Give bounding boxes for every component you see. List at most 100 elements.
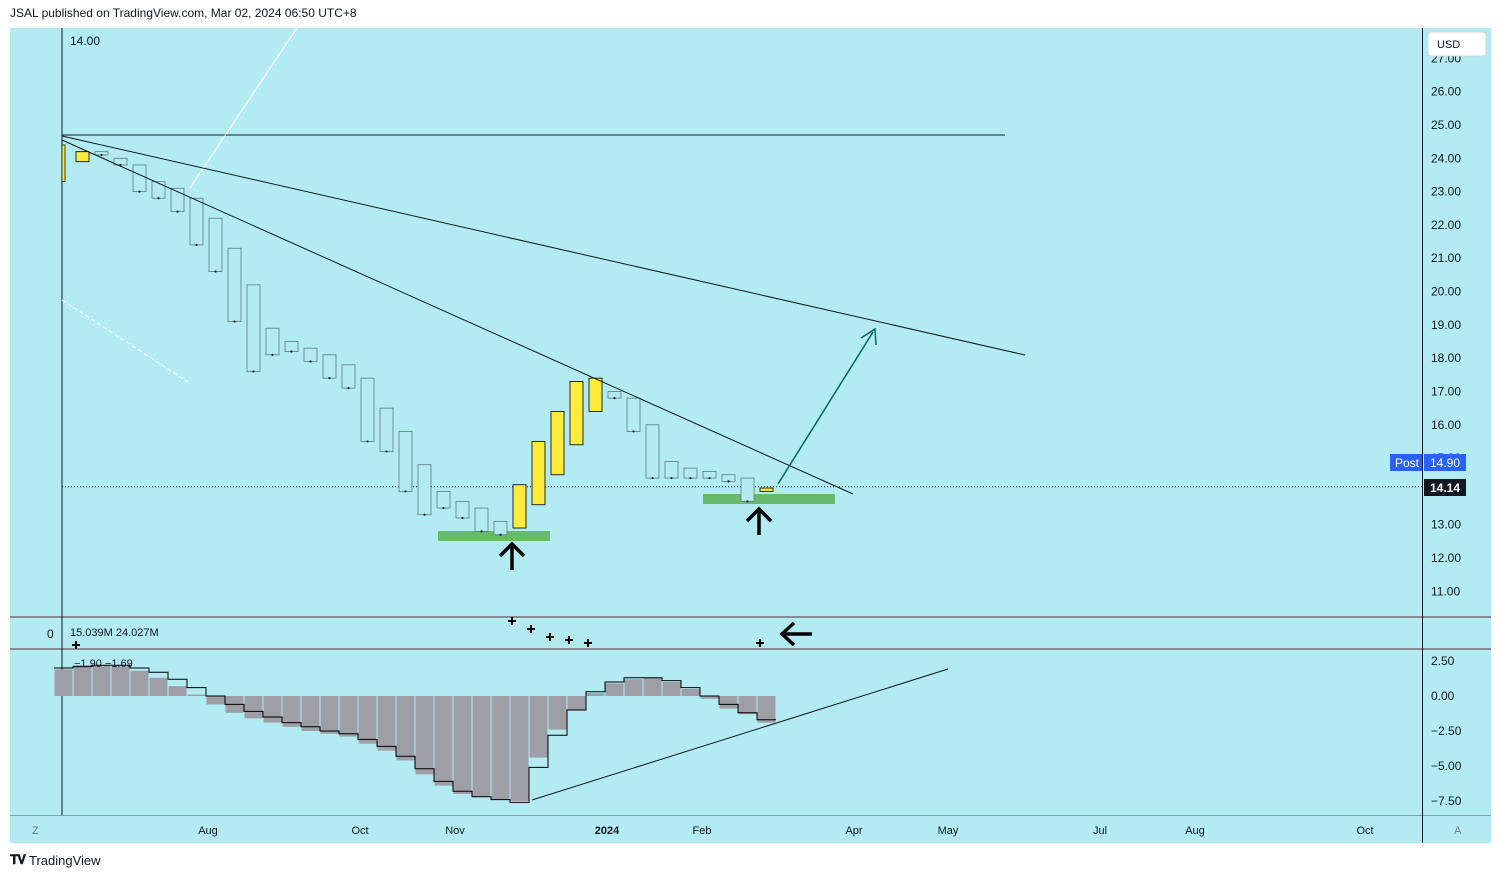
candle-close-dot [632, 430, 635, 433]
macd-hist-bar [643, 677, 662, 696]
macd-tick-label: −7.50 [1431, 794, 1462, 808]
macd-tick-label: 2.50 [1431, 654, 1455, 668]
price-top-label: 14.00 [70, 34, 100, 48]
candle-body [360, 377, 375, 442]
macd-hist-bar [757, 696, 776, 723]
candles [61, 144, 774, 536]
currency-label: USD [1437, 39, 1460, 51]
post-value: 14.90 [1430, 456, 1460, 470]
price-tick-label: 13.00 [1431, 518, 1461, 532]
macd-axis: 2.50 0.00 −2.50 −5.00 −7.50 [1431, 654, 1462, 808]
steep-trendline [61, 139, 854, 495]
macd-hist-bar [491, 696, 510, 800]
auto-scale-left-button[interactable] [28, 822, 44, 838]
price-tick-label: 17.00 [1431, 384, 1461, 398]
auto-scale-right-button[interactable] [1450, 822, 1466, 838]
tradingview-logo-icon: 𝐓𝐕 [10, 852, 26, 867]
candle-body [322, 354, 337, 379]
candle-body [246, 284, 261, 372]
long-trendline [61, 135, 1026, 356]
volume-cross-marker [546, 633, 554, 641]
macd-hist-bar [320, 696, 339, 734]
candle-body [493, 520, 508, 536]
macd-hist-bar [187, 694, 206, 696]
price-axis-bg[interactable] [1423, 28, 1491, 616]
candle-close-dot [423, 513, 426, 516]
macd-hist-bar [73, 665, 92, 696]
volume-axis-bg [1423, 618, 1491, 648]
candle-close-dot [138, 190, 141, 193]
candle-body [740, 477, 755, 502]
macd-hist-bar [510, 696, 529, 801]
macd-hist-bar [529, 696, 548, 758]
macd-hist-bar [453, 696, 472, 794]
macd-hist-bar [662, 682, 681, 696]
post-label: Post [1395, 456, 1420, 470]
candle-close-dot [214, 270, 217, 273]
volume-cross-marker [508, 617, 516, 625]
candle-body [61, 144, 66, 183]
time-tick-label: Apr [845, 825, 862, 837]
currency-button[interactable] [1427, 31, 1487, 57]
candle-close-dot [480, 530, 483, 533]
up-arrow-head [745, 506, 773, 523]
candle-close-dot [708, 476, 711, 480]
price-pane-bg [10, 28, 1422, 616]
volume-cross-marker [72, 641, 80, 649]
candle-close-dot [233, 320, 236, 323]
volume-cross-marker [584, 639, 592, 647]
macd-hist-bar [149, 677, 168, 696]
candle-body [645, 424, 660, 479]
candle-body [588, 377, 603, 412]
candle-body [569, 381, 584, 446]
time-axis-bg[interactable] [10, 816, 1491, 843]
macd-hist-bar [244, 696, 263, 719]
candle-body [512, 484, 527, 529]
candle-close-dot [689, 476, 692, 480]
macd-hist-bar [206, 696, 225, 705]
left-arrow-head [779, 621, 796, 647]
time-tick-label: Aug [198, 825, 218, 837]
volume-zero-label: 0 [47, 627, 54, 641]
candle-close-dot [347, 387, 350, 390]
macd-hist-bar [567, 696, 586, 710]
macd-signal-line [54, 664, 776, 803]
candle-body [227, 247, 242, 322]
volume-cross-marker [527, 625, 535, 633]
time-tick-label: Jul [1093, 825, 1107, 837]
time-tick-label: Oct [1356, 825, 1373, 837]
candle-close-dot [309, 360, 312, 363]
macd-hist-bar [282, 696, 301, 727]
volume-legend: 15.039M 24.027M [70, 627, 159, 639]
last-price-badge [1424, 479, 1466, 496]
price-tick-label: 21.00 [1431, 251, 1461, 265]
macd-histogram [54, 664, 949, 803]
candle-body [75, 151, 90, 163]
projection-arrow-head [860, 327, 877, 346]
post-badge [1390, 454, 1422, 471]
auto-scale-right-label: A [1454, 825, 1462, 837]
macd-hist-bar [54, 669, 73, 696]
candle-body [455, 500, 470, 519]
macd-hist-bar [434, 696, 453, 786]
candle-body [474, 507, 489, 532]
macd-hist-bar [130, 670, 149, 696]
candle-close-dot [366, 440, 369, 443]
projection-arrow-line [777, 331, 874, 485]
publish-header: JSAL published on TradingView.com, Mar 0… [10, 6, 357, 20]
post-value-badge [1424, 454, 1466, 471]
footer-brand[interactable]: 𝐓𝐕 TradingView [10, 852, 101, 868]
macd-tick-label: −5.00 [1431, 759, 1462, 773]
price-tick-label: 24.00 [1431, 151, 1461, 165]
candle-close-dot [328, 377, 331, 380]
candle-close-dot [195, 243, 198, 247]
time-tick-label: Aug [1185, 825, 1205, 837]
candle-close-dot [290, 350, 293, 353]
auto-scale-left-label: Z [32, 825, 39, 837]
candle-body [683, 467, 698, 479]
macd-hist-bar [548, 696, 567, 730]
drawings-front [61, 135, 1026, 570]
macd-hist-bar [738, 696, 757, 715]
price-tick-label: 11.00 [1431, 584, 1460, 598]
